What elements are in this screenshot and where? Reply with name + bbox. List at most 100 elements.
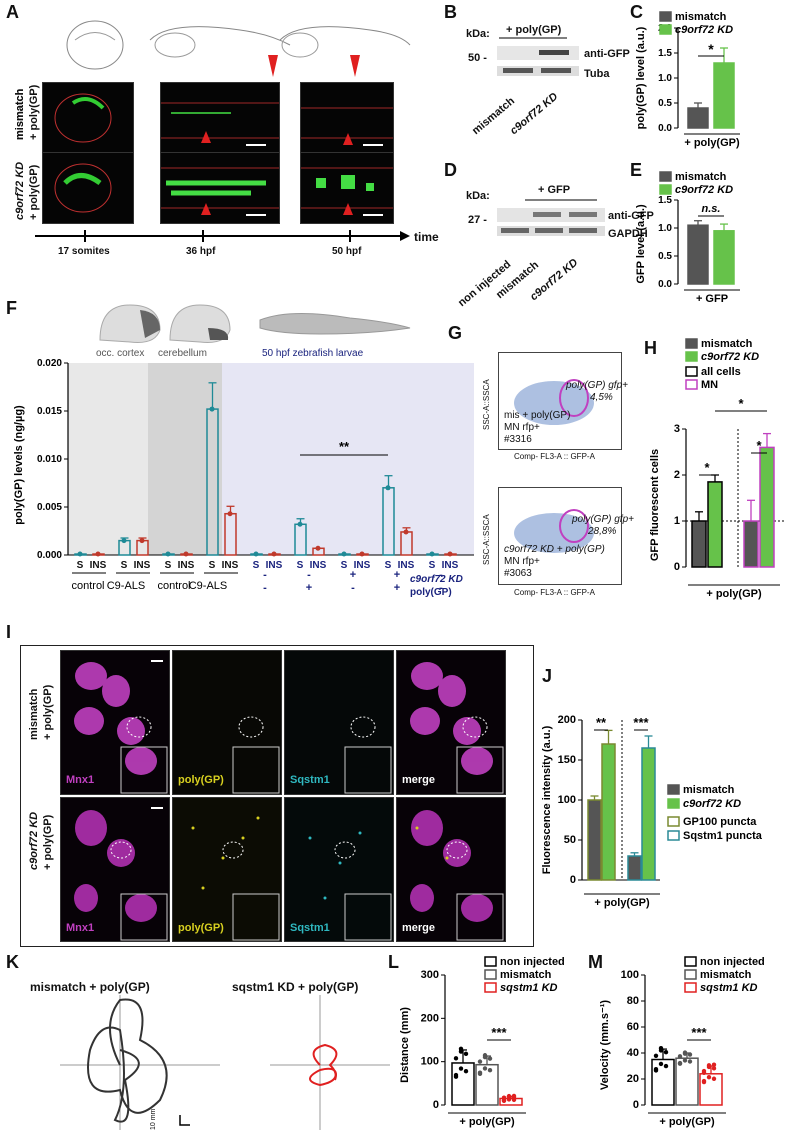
j-legend-swatch [667, 830, 680, 841]
f-point [297, 521, 303, 527]
panel-label-j: J [542, 666, 553, 686]
g-top-xlabel: Comp- FL3-A :: GFP-A [514, 452, 595, 461]
l-point [511, 1093, 517, 1099]
j-ytick-label: 50 [564, 834, 576, 846]
m-point [677, 1061, 683, 1066]
m-legend-label: sqstm1 KD [700, 982, 758, 994]
f-kd-sign: + [394, 569, 400, 581]
chart-m: 0 20 40 60 80 100 Velocity (mm.s⁻¹) *** + poly(G… [599, 956, 765, 1128]
panel-a-row1-text-a: mismatch [14, 88, 26, 140]
h-bar [759, 446, 775, 568]
h-legend-label: all cells [701, 366, 741, 378]
h-sig-3: * [738, 396, 744, 411]
panel-label-h: H [644, 338, 657, 358]
panel-a-image-r1c3 [300, 82, 394, 154]
l-sig: *** [491, 1025, 507, 1040]
panel-a-timeline [35, 230, 410, 242]
h-legend-label: MN [701, 379, 718, 391]
l-point [506, 1097, 512, 1102]
l-ytick-label: 100 [421, 1056, 439, 1068]
panel-label-e: E [630, 160, 643, 180]
g-bottom-line1: c9orf72 KD + poly(GP) [504, 544, 605, 555]
h-bar [707, 481, 723, 568]
chart-e: 0.0 0.5 1.0 1.5 GFP level (a.u.) n.s. + GFP mis… [635, 171, 740, 305]
l-legend-swatch [484, 956, 497, 967]
m-sig: *** [691, 1025, 707, 1040]
l-ytick-label: 200 [421, 1012, 439, 1024]
m-bar [651, 1058, 675, 1106]
timepoint-1: 17 somites [58, 246, 110, 257]
d-band2: GAPDH [608, 228, 648, 240]
c-sig: * [708, 41, 714, 57]
panel-a-row2-text-b: + poly(GP) [28, 164, 40, 220]
i-row1-a: mismatch [28, 688, 40, 740]
i-row1-b: + poly(GP) [42, 684, 54, 740]
h-legend-swatch [685, 351, 698, 362]
f-point [385, 485, 391, 491]
h-legend-label: mismatch [701, 338, 753, 350]
e-xlabel: + GFP [696, 293, 728, 305]
l-point [453, 1056, 459, 1061]
b-kda: kDa: [466, 28, 490, 40]
timepoint-2: 36 hpf [186, 246, 216, 257]
e-legend-swatch [659, 184, 672, 195]
f-ytick-label: 0.020 [37, 358, 62, 369]
f-group-label: control [71, 580, 104, 592]
panel-a-row2-text-a: c9orf72 KD [14, 161, 26, 220]
j-sig-2: *** [633, 715, 649, 730]
f-group-label: control [157, 580, 190, 592]
m-legend-swatch [684, 969, 697, 980]
f-point [341, 551, 347, 557]
l-legend-swatch [484, 969, 497, 980]
g-bottom-pct: 28,8% [588, 526, 617, 537]
m-point [701, 1079, 707, 1085]
g-top-line1: mis + poly(GP) [504, 410, 571, 421]
f-xtick-label: INS [442, 560, 459, 571]
f-region-1: occ. cortex [96, 348, 145, 359]
g-top-line2: MN rfp+ [504, 422, 540, 433]
f-ytick-label: 0.005 [37, 502, 62, 513]
f-point [403, 529, 409, 535]
panel-label-b: B [444, 2, 457, 22]
c-legend-label: c9orf72 KD [675, 24, 733, 36]
f-ylabel: poly(GP) levels (ng/µg) [13, 405, 25, 525]
f-point [253, 551, 259, 557]
f-bg-larvae [222, 363, 474, 555]
f-xtick-label: INS [222, 560, 239, 571]
m-point [663, 1050, 669, 1055]
m-point [706, 1074, 712, 1080]
panel-a-image-r1c1 [42, 82, 134, 154]
l-point [487, 1068, 493, 1073]
g-plot-top [498, 352, 622, 450]
g-top-gate: poly(GP) gfp+ [566, 380, 628, 391]
f-gp-sign: - [263, 582, 267, 594]
f-gp-sign: + [394, 582, 400, 594]
d-blot [497, 199, 605, 236]
m-point [677, 1054, 683, 1059]
panel-label-k: K [6, 952, 19, 972]
m-point [653, 1053, 659, 1059]
j-legend-label: mismatch [683, 784, 735, 796]
panel-a-row1-text-b: + poly(GP) [28, 84, 40, 140]
f-kd-sign: - [307, 569, 311, 581]
j-xlabel: + poly(GP) [594, 897, 650, 909]
m-ytick-label: 40 [627, 1047, 639, 1059]
f-point [95, 551, 101, 557]
f-group-label: C9-ALS [189, 580, 228, 592]
g-bottom-line3: #3063 [504, 568, 532, 579]
b-marker: 50 - [468, 52, 487, 64]
l-point [477, 1059, 483, 1064]
l-point [477, 1071, 483, 1077]
h-legend-label: c9orf72 KD [701, 351, 759, 363]
f-point [359, 551, 365, 557]
d-kda: kDa: [466, 190, 490, 202]
b-treatment: + poly(GP) [506, 24, 562, 36]
b-blot [497, 37, 579, 76]
m-ytick-label: 80 [627, 995, 639, 1007]
c-bar [713, 62, 735, 129]
h-sig-1: * [704, 460, 710, 475]
j-bar [627, 855, 642, 881]
i-r1-label-merge: merge [402, 774, 436, 786]
l-xlabel: + poly(GP) [459, 1116, 515, 1128]
